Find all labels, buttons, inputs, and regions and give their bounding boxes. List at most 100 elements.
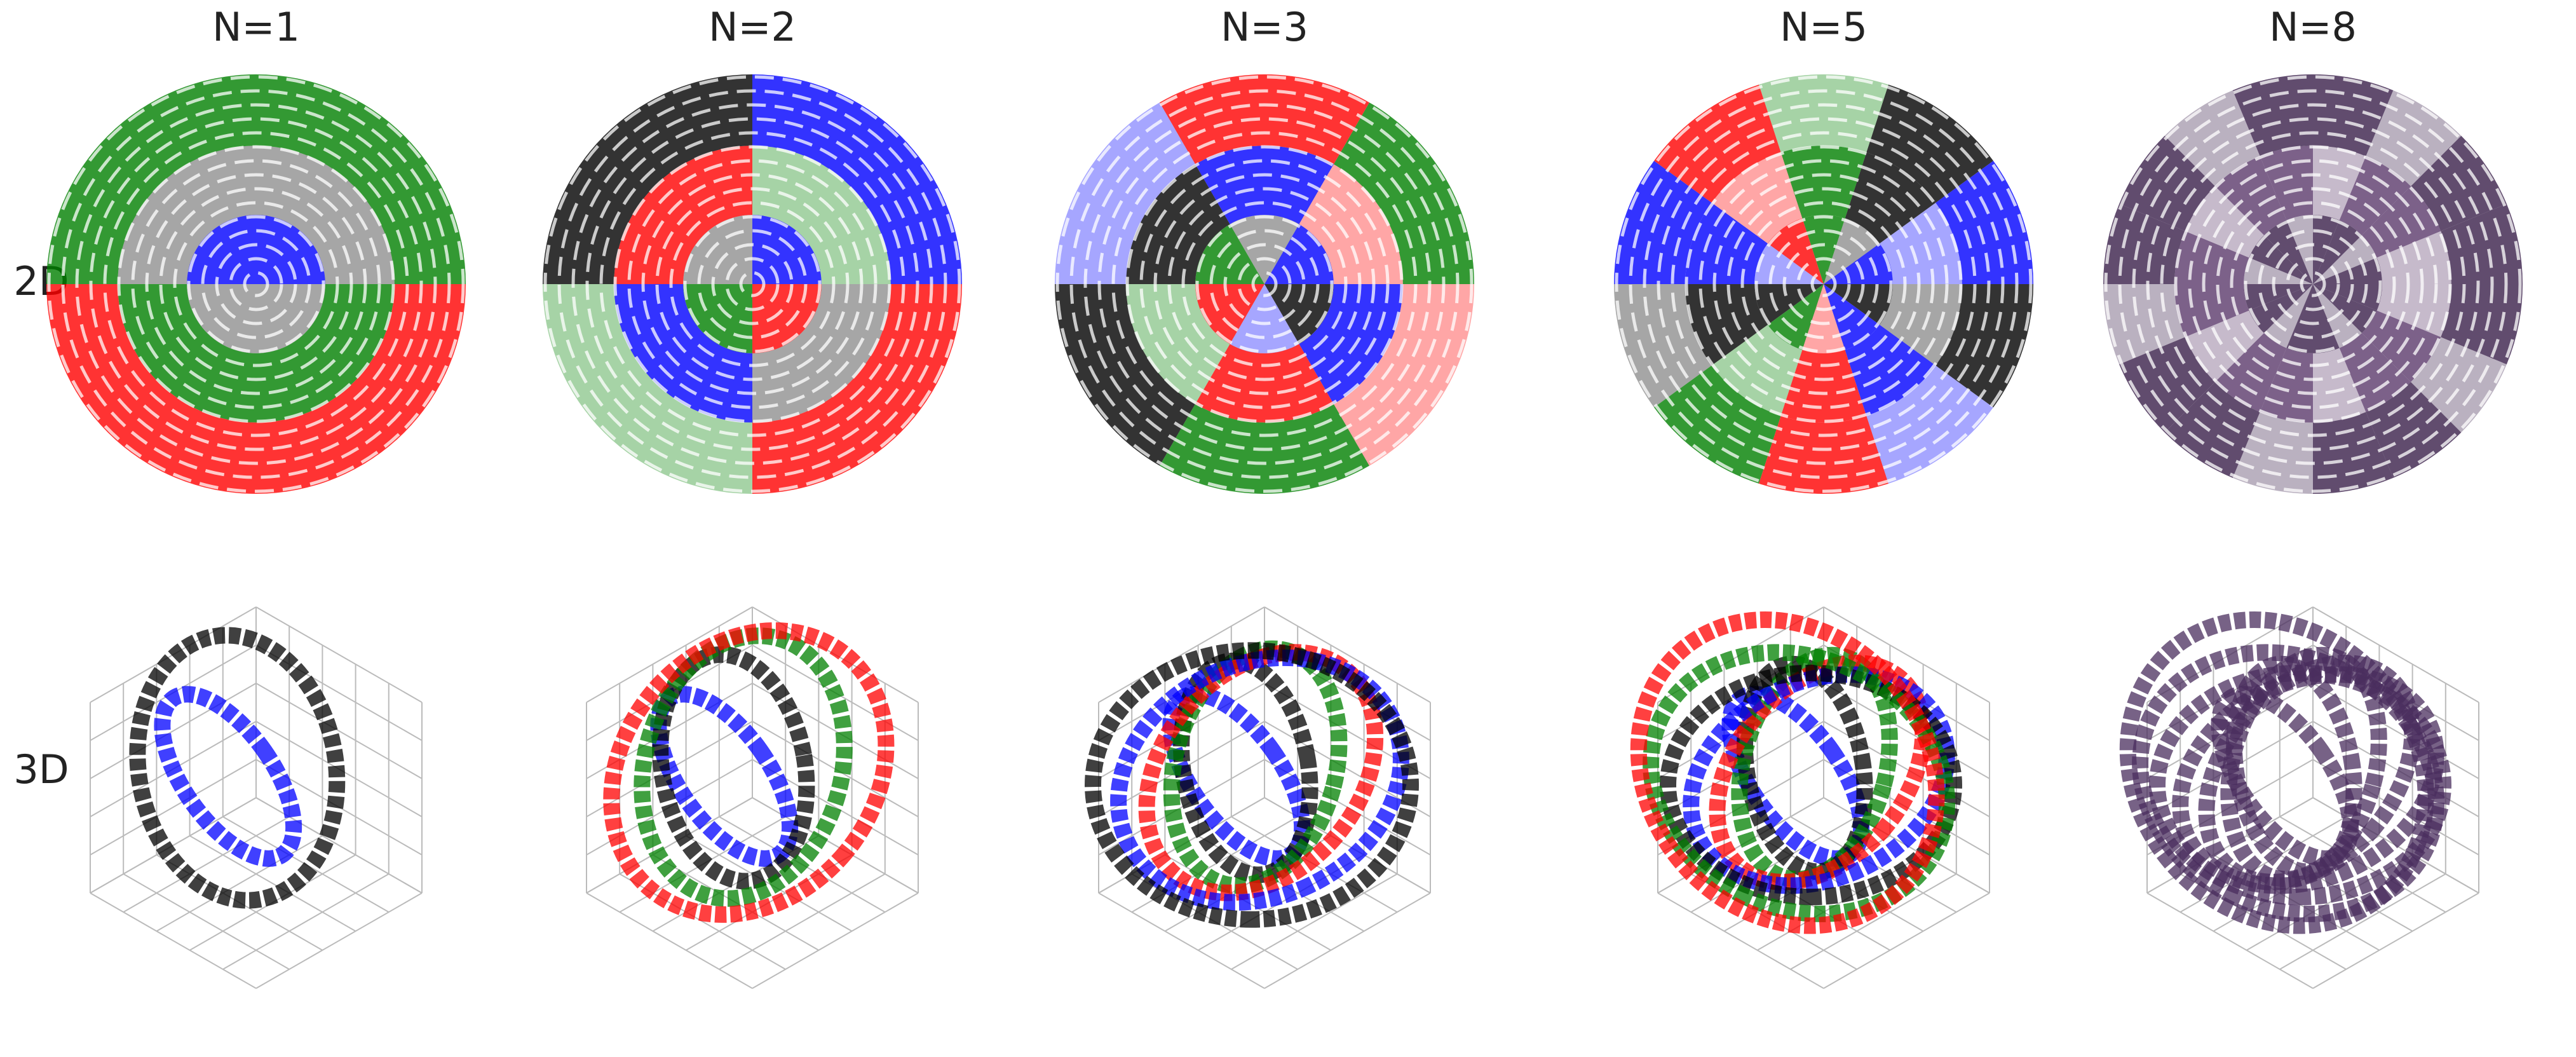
sector [1711,152,1803,243]
stripe [627,159,878,409]
grid-3d [2312,683,2479,779]
sector [2313,284,2377,334]
stripe [2286,257,2340,311]
grid-3d [123,816,290,913]
grid-3d [90,759,257,856]
stripe [1223,243,1306,325]
stripe [613,145,891,423]
sector [46,74,466,284]
sector [2313,348,2366,423]
column-title: N=5 [1780,4,1868,50]
stripe [1740,201,1907,367]
stripe [1251,271,1278,297]
stripe [599,131,905,437]
stripe [1657,117,1991,451]
stripe [229,257,283,311]
grid-3d [2246,854,2413,951]
sector [1880,202,1962,284]
sector [2313,146,2366,221]
sector [1824,284,1880,350]
stripe [1685,145,1963,423]
grid-3d [719,873,886,970]
grid-3d [1264,892,1431,989]
sector [2411,337,2507,433]
stripe [1153,173,1376,395]
disc-2d [46,74,466,494]
stripe [2160,131,2466,437]
stripe [215,243,297,325]
grid-3d [1757,854,1924,951]
shell-3d [2132,644,2445,922]
grid-3d [90,683,257,779]
grid-3d [255,644,423,741]
disc-2d [1614,74,2033,494]
stripe [697,229,808,339]
grid-3d [2279,873,2446,970]
stripe [187,215,325,353]
sector [2286,215,2313,284]
sector [1685,284,1768,366]
stripe [557,89,947,479]
grid-3d [1823,683,1990,779]
disc-2d [543,74,962,494]
stripe [2104,75,2522,493]
grid-3d [255,797,423,894]
grid-3d [123,873,290,970]
shell-3d [2119,611,2434,934]
stripe [1083,103,1446,465]
stripe [1097,117,1432,451]
column-title: N=1 [212,4,300,50]
shell-3d [154,686,302,867]
sector [1654,365,1781,484]
stripe [2300,271,2326,297]
sector [2174,284,2249,338]
sector [1845,152,1936,243]
sector [46,284,466,494]
stripe [75,103,437,465]
shell-3d [603,622,895,923]
grid-3d [255,892,423,989]
stripe [131,159,381,409]
stripe [201,229,311,339]
stripe [1712,173,1935,395]
grid-3d [586,797,753,894]
sector [1767,218,1824,284]
disc-2d [2103,74,2523,494]
row-label: 3D [13,746,69,793]
sector [1824,218,1880,284]
stripe [2202,173,2424,395]
stripe [1167,187,1362,381]
stripe [683,215,822,353]
stripe [2230,201,2396,367]
sector [1880,284,1962,366]
stripe [1111,131,1418,437]
grid-3d [90,892,257,989]
grid-3d [1264,797,1431,894]
stripe [1195,215,1334,353]
grid-3d [255,606,423,703]
shell-3d [1630,611,1945,934]
stripe [145,173,367,395]
sector [1767,284,1824,350]
grid-3d [586,606,753,703]
grid-3d [752,759,919,856]
sector [2366,90,2462,186]
grid-3d [255,683,423,779]
sector [2313,235,2377,284]
stripe [117,145,395,423]
stripe [1768,229,1879,339]
grid-3d [2312,892,2479,989]
shell-3d [1173,652,1319,883]
stripe [2118,89,2508,479]
stripe [1726,187,1921,381]
grid-3d [2312,606,2479,703]
sector [2366,382,2462,478]
shell-3d [2149,664,2451,906]
stripe [47,75,465,493]
sector [2260,348,2313,423]
sector [2244,284,2313,311]
grid-3d [2146,892,2314,989]
shell-3d [129,627,346,909]
sector [2313,284,2340,353]
